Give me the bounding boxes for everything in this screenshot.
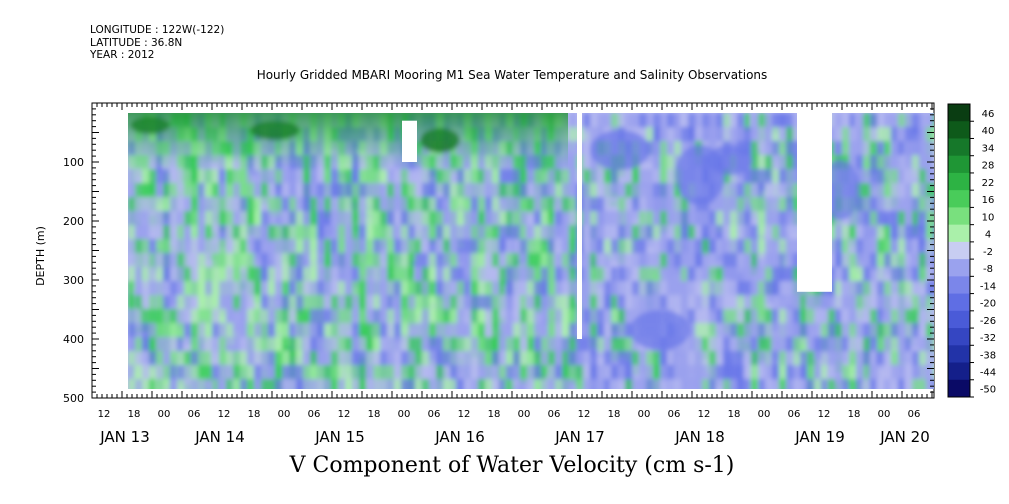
colorbar-label: 28	[982, 161, 995, 172]
y-tick-label: 400	[63, 333, 84, 346]
x-hour-tick-label: 06	[788, 409, 801, 420]
missing-data-region	[797, 113, 832, 292]
y-axis-label: DEPTH (m)	[34, 226, 47, 286]
colorbar-label: -38	[980, 350, 996, 361]
x-hour-tick-label: 12	[458, 409, 471, 420]
x-hour-tick-label: 12	[338, 409, 351, 420]
x-hour-tick-label: 00	[758, 409, 771, 420]
x-hour-tick-label: 12	[218, 409, 231, 420]
colorbar-label: -32	[980, 333, 996, 344]
y-tick-label: 100	[63, 156, 84, 169]
colorbar: 46 40 34 28 22 16 10 4 -2 -8 -14 -20 -26 -32 -38 -44 -50	[947, 103, 996, 398]
x-hour-tick-label: 00	[518, 409, 531, 420]
x-hour-tick-label: 12	[98, 409, 111, 420]
colorbar-swatch	[948, 138, 970, 157]
colorbar-label: 46	[982, 109, 995, 120]
colorbar-label: -20	[980, 299, 996, 310]
x-hour-tick-label: 18	[488, 409, 501, 420]
colorbar-swatch	[948, 155, 970, 174]
colorbar-swatch	[948, 121, 970, 139]
colorbar-label: -26	[980, 316, 996, 327]
colorbar-swatch	[948, 172, 970, 191]
colorbar-swatch	[948, 362, 970, 381]
x-day-label: JAN 20	[879, 428, 930, 446]
x-hour-tick-label: 18	[728, 409, 741, 420]
colorbar-label: -2	[983, 247, 993, 258]
x-hour-tick-label: 06	[188, 409, 201, 420]
x-day-label: JAN 18	[674, 428, 725, 446]
colorbar-label: 34	[982, 143, 995, 154]
colorbar-swatch	[948, 241, 970, 260]
colorbar-swatch	[948, 328, 970, 346]
y-axis: 100 200 300 400 500	[63, 102, 934, 405]
colorbar-label: -50	[980, 385, 996, 396]
y-tick-label: 300	[63, 274, 84, 287]
x-hour-tick-label: 06	[908, 409, 921, 420]
x-hour-tick-label: 06	[428, 409, 441, 420]
y-tick-label: 500	[63, 392, 84, 405]
colorbar-swatch	[948, 379, 970, 398]
year-label: YEAR : 2012	[90, 49, 155, 61]
colorbar-label: 4	[985, 230, 991, 241]
colorbar-label: 10	[982, 212, 995, 223]
x-day-label: JAN 15	[314, 428, 365, 446]
x-hour-tick-label: 18	[368, 409, 381, 420]
colorbar-label: -44	[980, 368, 996, 379]
x-day-label: JAN 14	[194, 428, 245, 446]
colorbar-swatch	[948, 345, 970, 364]
latitude-label: LATITUDE : 36.8N	[90, 36, 183, 49]
colorbar-swatch	[948, 293, 970, 312]
colorbar-label: 40	[982, 126, 995, 137]
header-metadata: LONGITUDE : 122W(-122) LATITUDE : 36.8N …	[90, 24, 224, 62]
longitude-label: LONGITUDE : 122W(-122)	[90, 24, 225, 36]
colorbar-label: -14	[980, 281, 996, 292]
x-axis: 12 18 00 06 12 18 00 06 12 18 00 06 12 18 00 06 12 18 00 06…	[91, 103, 933, 446]
x-hour-tick-label: 06	[308, 409, 321, 420]
colorbar-label: -8	[983, 264, 993, 275]
chart-title: Hourly Gridded MBARI Mooring M1 Sea Wate…	[256, 68, 768, 82]
missing-data-region	[577, 113, 582, 339]
x-hour-tick-label: 00	[398, 409, 411, 420]
x-hour-tick-label: 12	[698, 409, 711, 420]
surface-green-band	[128, 113, 568, 168]
x-day-label: JAN 16	[434, 428, 485, 446]
y-tick-label: 200	[63, 215, 84, 228]
variable-title: V Component of Water Velocity (cm s-1)	[289, 453, 735, 478]
x-day-label: JAN 19	[794, 428, 845, 446]
colorbar-swatch	[948, 224, 970, 243]
x-hour-tick-label: 12	[578, 409, 591, 420]
colorbar-swatch	[948, 190, 970, 208]
colorbar-swatch	[948, 104, 970, 122]
colorbar-label: 22	[982, 178, 995, 189]
x-hour-tick-label: 00	[278, 409, 291, 420]
colorbar-label: 16	[982, 195, 995, 206]
colorbar-swatch	[948, 310, 970, 329]
x-day-label: JAN 13	[99, 428, 150, 446]
x-hour-tick-label: 18	[248, 409, 261, 420]
x-hour-tick-label: 18	[128, 409, 141, 420]
missing-data-region	[402, 120, 417, 162]
x-hour-tick-label: 06	[548, 409, 561, 420]
x-hour-tick-label: 18	[848, 409, 861, 420]
x-hour-tick-label: 12	[818, 409, 831, 420]
x-day-label: JAN 17	[554, 428, 605, 446]
colorbar-swatch	[948, 207, 970, 226]
colorbar-swatch	[948, 276, 970, 295]
colorbar-swatch	[948, 259, 970, 277]
x-hour-tick-label: 18	[608, 409, 621, 420]
x-hour-tick-label: 00	[878, 409, 891, 420]
x-hour-tick-label: 00	[158, 409, 171, 420]
x-hour-tick-label: 00	[638, 409, 651, 420]
x-hour-tick-label: 06	[668, 409, 681, 420]
